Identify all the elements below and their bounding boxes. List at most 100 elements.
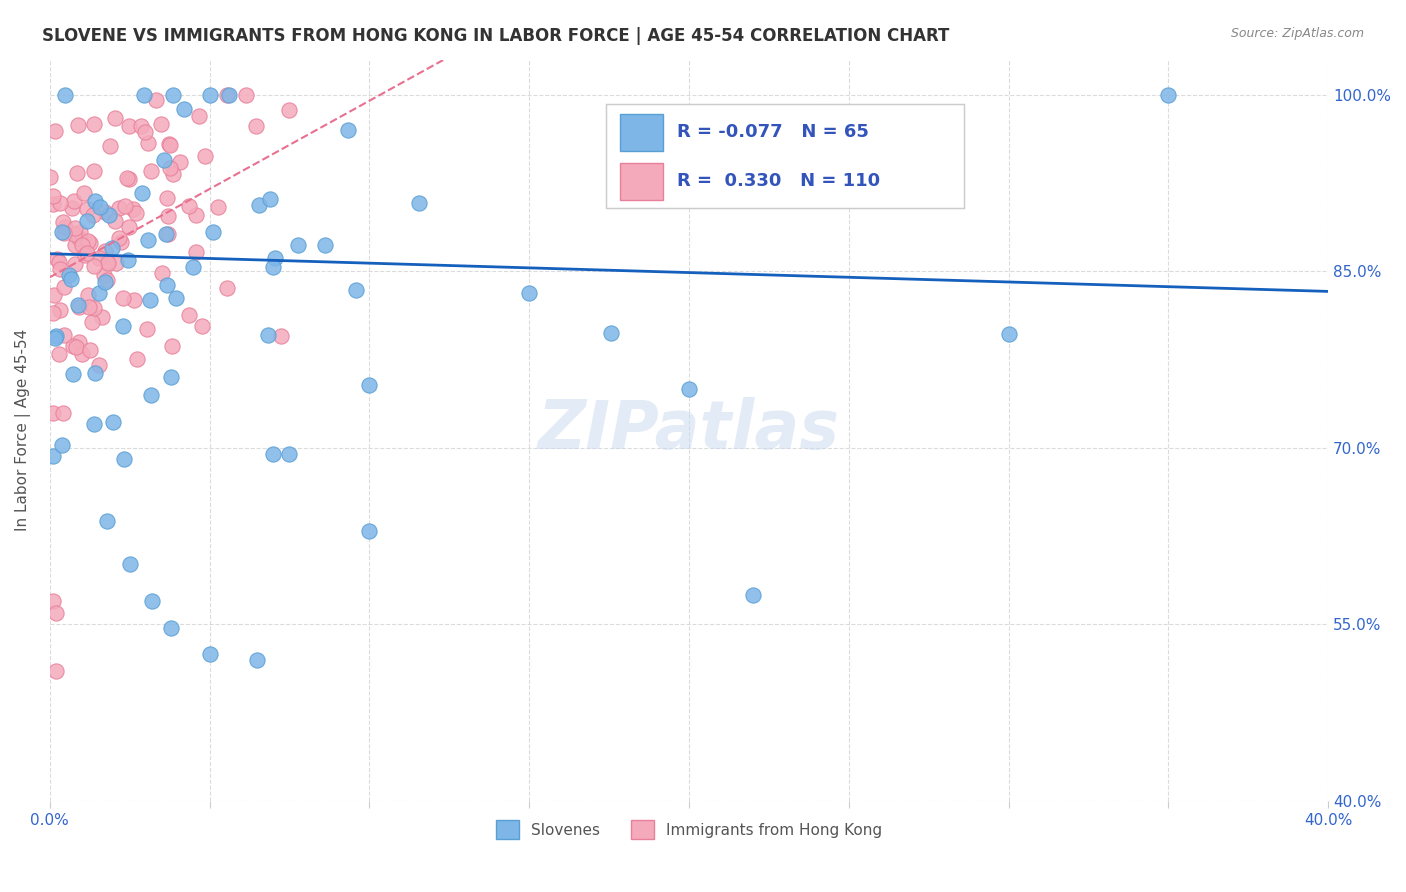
Immigrants from Hong Kong	[91, 310, 114, 325]
Immigrants from Hong Kong	[38, 170, 60, 185]
Immigrants from Hong Kong	[159, 161, 181, 175]
Immigrants from Hong Kong	[97, 256, 120, 270]
Immigrants from Hong Kong	[114, 199, 136, 213]
Slovenes	[53, 87, 76, 102]
Immigrants from Hong Kong	[94, 204, 117, 219]
Immigrants from Hong Kong	[162, 167, 184, 181]
Slovenes	[257, 328, 280, 343]
Immigrants from Hong Kong	[63, 256, 86, 270]
Immigrants from Hong Kong	[42, 196, 65, 211]
Slovenes	[58, 268, 80, 282]
Slovenes	[202, 225, 225, 239]
Immigrants from Hong Kong	[89, 358, 111, 372]
Slovenes	[218, 87, 240, 102]
Immigrants from Hong Kong	[65, 340, 87, 354]
Text: Source: ZipAtlas.com: Source: ZipAtlas.com	[1230, 27, 1364, 40]
Immigrants from Hong Kong	[73, 248, 96, 262]
Immigrants from Hong Kong	[111, 291, 134, 305]
Immigrants from Hong Kong	[49, 261, 72, 276]
Immigrants from Hong Kong	[134, 125, 156, 139]
Immigrants from Hong Kong	[129, 119, 152, 133]
Immigrants from Hong Kong	[62, 227, 84, 241]
Immigrants from Hong Kong	[45, 252, 67, 266]
Slovenes	[136, 233, 159, 247]
Slovenes	[262, 260, 284, 274]
Immigrants from Hong Kong	[51, 406, 73, 420]
Slovenes	[141, 388, 163, 402]
Slovenes	[160, 621, 183, 635]
Immigrants from Hong Kong	[48, 195, 70, 210]
Immigrants from Hong Kong	[87, 251, 110, 265]
Slovenes	[600, 326, 623, 341]
Slovenes	[264, 251, 287, 265]
Slovenes	[165, 292, 187, 306]
Slovenes	[132, 87, 155, 102]
Legend: Slovenes, Immigrants from Hong Kong: Slovenes, Immigrants from Hong Kong	[489, 814, 889, 845]
Immigrants from Hong Kong	[60, 201, 83, 215]
Immigrants from Hong Kong	[48, 255, 70, 269]
Slovenes	[263, 447, 285, 461]
Slovenes	[278, 447, 301, 461]
Immigrants from Hong Kong	[179, 199, 201, 213]
Immigrants from Hong Kong	[72, 186, 94, 200]
Slovenes	[112, 451, 135, 466]
Immigrants from Hong Kong	[70, 238, 93, 252]
Slovenes	[408, 196, 430, 211]
Immigrants from Hong Kong	[53, 280, 76, 294]
Immigrants from Hong Kong	[215, 87, 238, 102]
Immigrants from Hong Kong	[108, 231, 131, 245]
Slovenes	[359, 378, 381, 392]
Slovenes	[156, 277, 179, 292]
Immigrants from Hong Kong	[42, 287, 65, 301]
Slovenes	[118, 558, 141, 572]
Y-axis label: In Labor Force | Age 45-54: In Labor Force | Age 45-54	[15, 329, 31, 532]
Slovenes	[98, 208, 121, 222]
Slovenes	[100, 241, 122, 255]
Immigrants from Hong Kong	[149, 117, 172, 131]
Immigrants from Hong Kong	[63, 238, 86, 252]
Immigrants from Hong Kong	[194, 149, 217, 163]
Slovenes	[678, 382, 700, 396]
Immigrants from Hong Kong	[270, 329, 292, 343]
Immigrants from Hong Kong	[52, 215, 75, 229]
Immigrants from Hong Kong	[67, 118, 90, 132]
Immigrants from Hong Kong	[96, 255, 118, 269]
Immigrants from Hong Kong	[69, 230, 91, 244]
Immigrants from Hong Kong	[235, 87, 257, 102]
Slovenes	[94, 275, 117, 289]
Immigrants from Hong Kong	[83, 117, 105, 131]
Immigrants from Hong Kong	[77, 301, 100, 315]
Immigrants from Hong Kong	[69, 225, 91, 239]
Immigrants from Hong Kong	[184, 208, 207, 222]
Slovenes	[138, 293, 160, 307]
Immigrants from Hong Kong	[67, 334, 90, 349]
Immigrants from Hong Kong	[187, 109, 209, 123]
Immigrants from Hong Kong	[157, 136, 180, 151]
Immigrants from Hong Kong	[53, 227, 76, 241]
Immigrants from Hong Kong	[77, 234, 100, 248]
Immigrants from Hong Kong	[104, 256, 127, 270]
Immigrants from Hong Kong	[45, 665, 67, 679]
Immigrants from Hong Kong	[104, 214, 127, 228]
Immigrants from Hong Kong	[45, 606, 67, 620]
Text: SLOVENE VS IMMIGRANTS FROM HONG KONG IN LABOR FORCE | AGE 45-54 CORRELATION CHAR: SLOVENE VS IMMIGRANTS FROM HONG KONG IN …	[42, 27, 949, 45]
Slovenes	[87, 286, 110, 301]
Slovenes	[111, 318, 134, 333]
Immigrants from Hong Kong	[277, 103, 299, 117]
Immigrants from Hong Kong	[94, 244, 117, 259]
Immigrants from Hong Kong	[135, 322, 157, 336]
Slovenes	[131, 186, 153, 200]
Immigrants from Hong Kong	[83, 164, 105, 178]
Slovenes	[181, 260, 204, 275]
Immigrants from Hong Kong	[82, 208, 104, 222]
Immigrants from Hong Kong	[79, 235, 101, 250]
Immigrants from Hong Kong	[63, 194, 86, 208]
Immigrants from Hong Kong	[160, 339, 183, 353]
Slovenes	[259, 192, 281, 206]
Slovenes	[76, 213, 98, 227]
Immigrants from Hong Kong	[77, 288, 100, 302]
Slovenes	[344, 283, 367, 297]
Immigrants from Hong Kong	[93, 268, 115, 283]
Immigrants from Hong Kong	[52, 328, 75, 343]
Slovenes	[287, 238, 309, 252]
